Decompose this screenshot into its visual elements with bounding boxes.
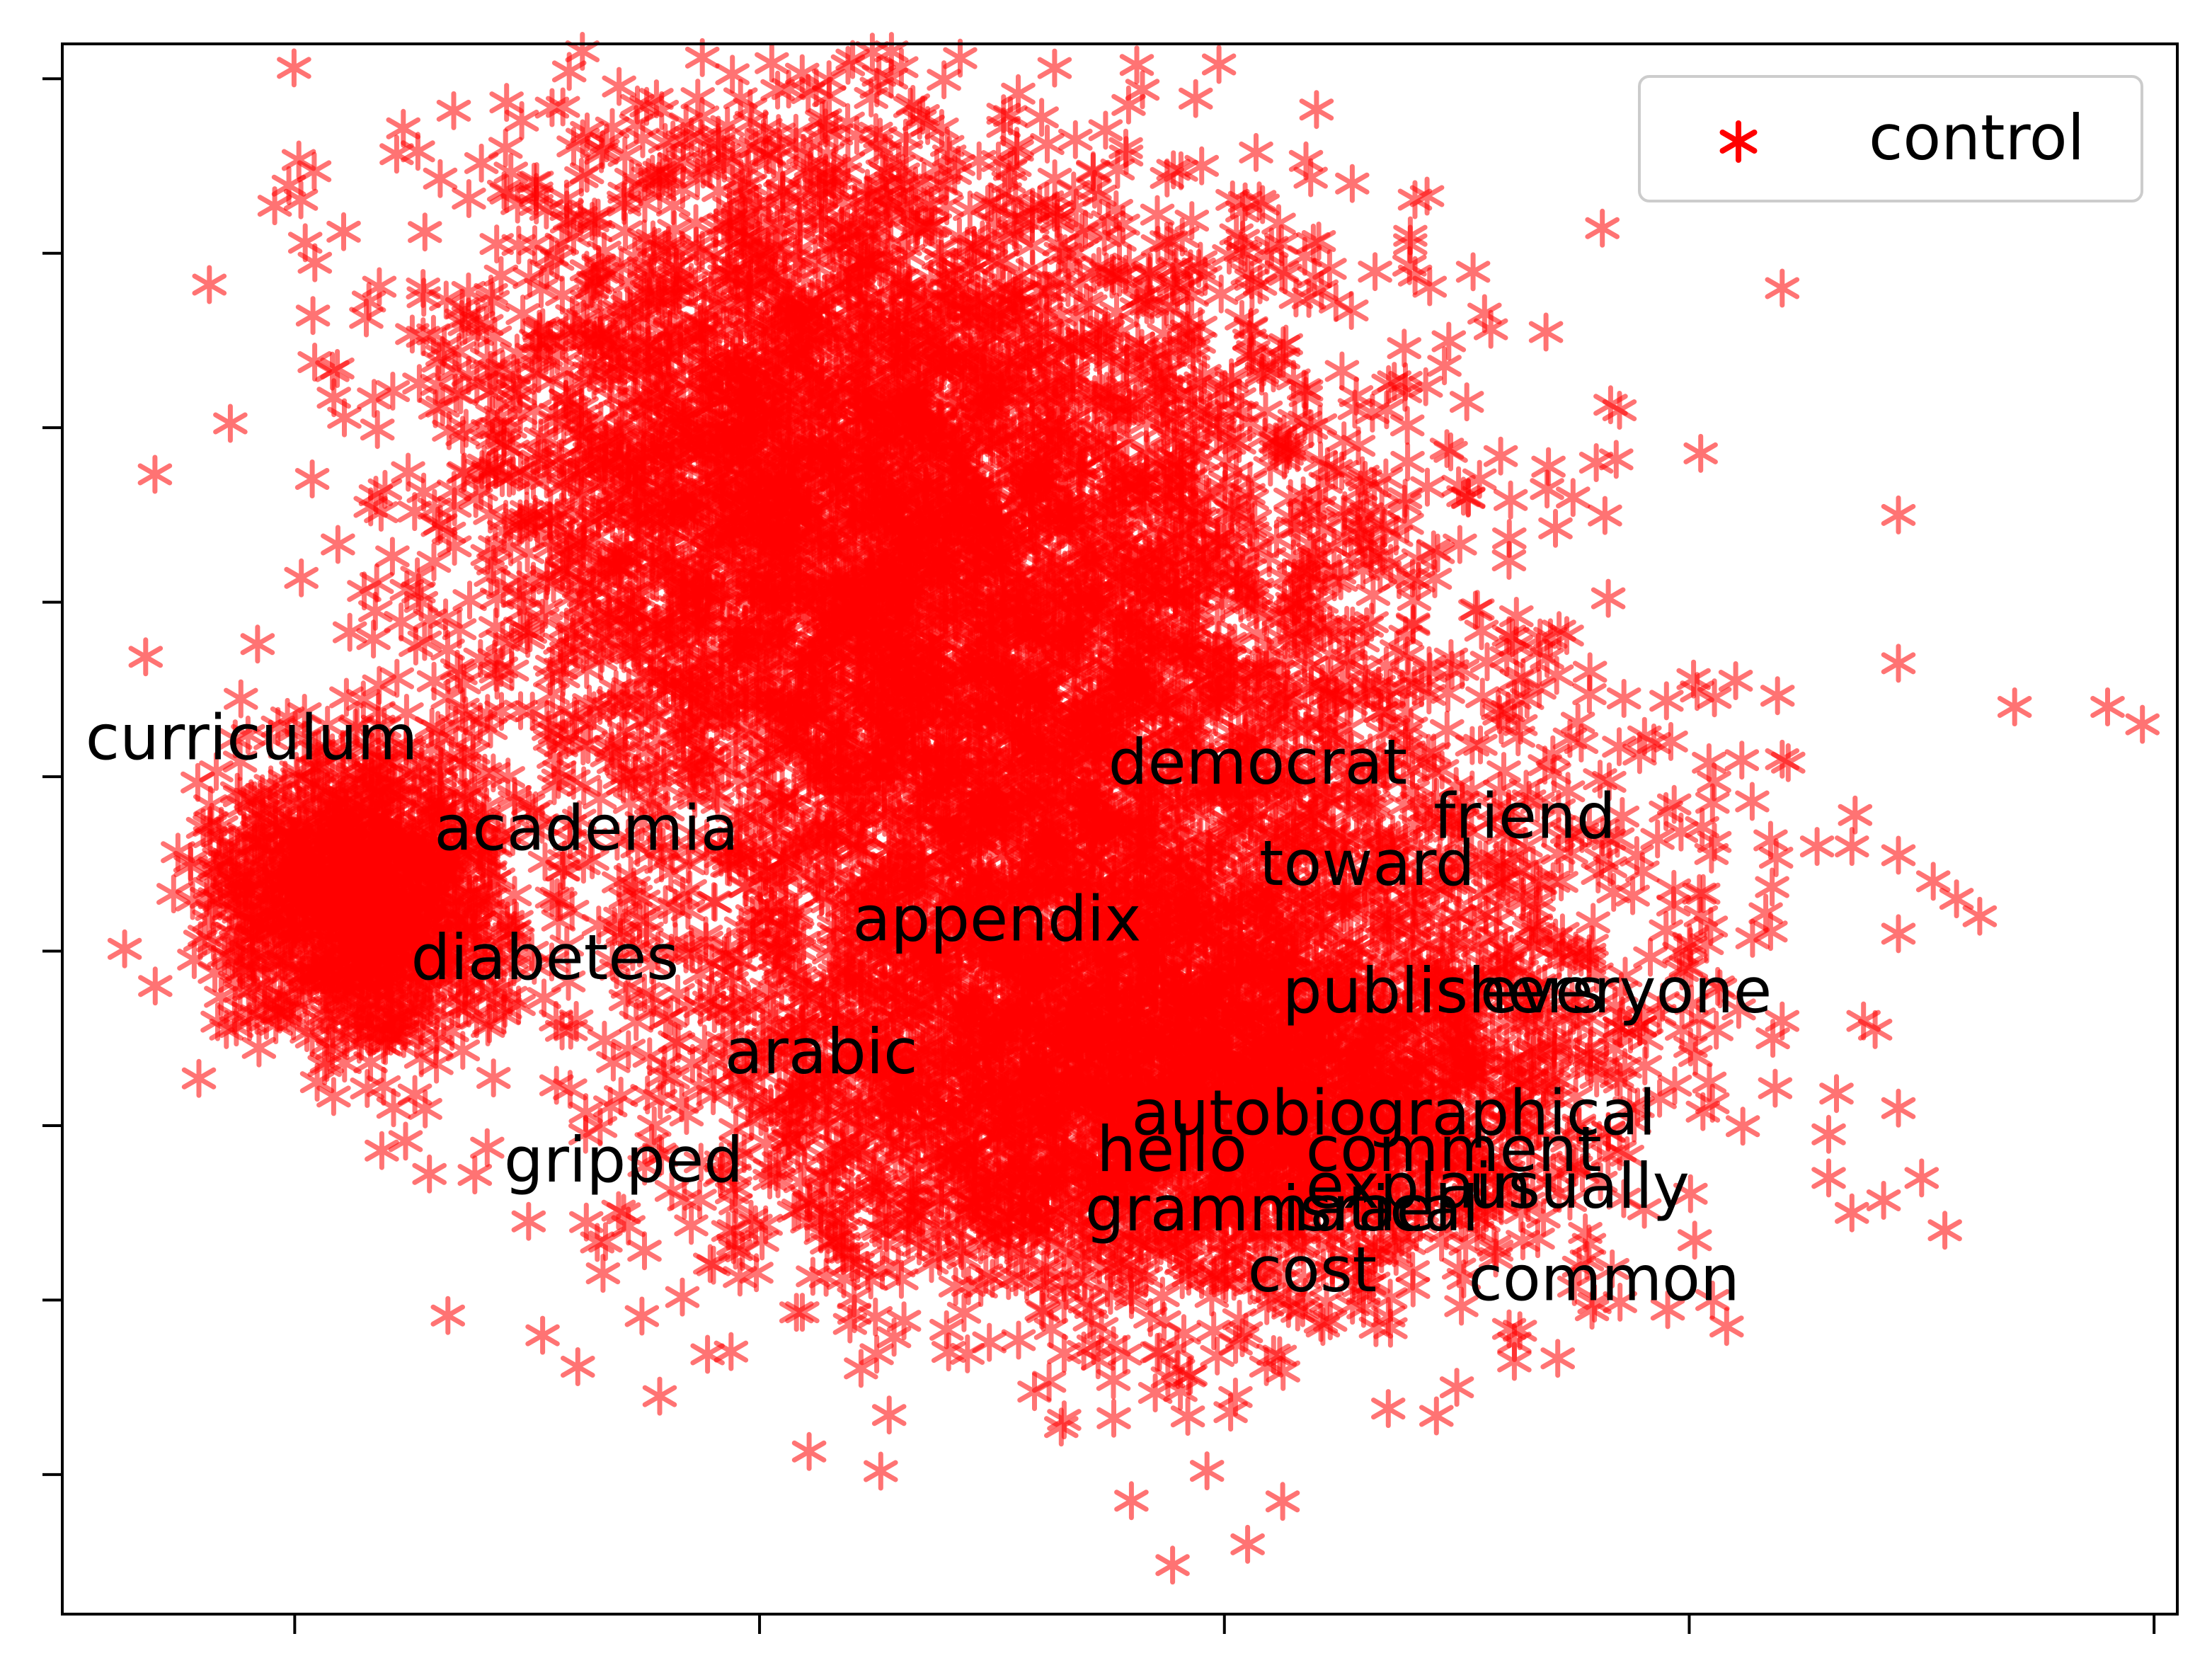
data-point: [332, 612, 367, 652]
data-point: [680, 79, 715, 118]
data-points: [107, 32, 2160, 1585]
data-point: [1037, 48, 1072, 88]
data-point: [1024, 98, 1059, 137]
data-point: [684, 38, 720, 77]
data-point: [408, 212, 442, 252]
data-point: [326, 212, 361, 251]
data-point: [1299, 90, 1334, 130]
data-point: [295, 296, 331, 336]
data-point: [1119, 45, 1154, 85]
data-point: [384, 602, 418, 641]
data-point: [386, 108, 420, 148]
series-control: [107, 32, 2160, 1585]
data-point: [1058, 120, 1093, 159]
